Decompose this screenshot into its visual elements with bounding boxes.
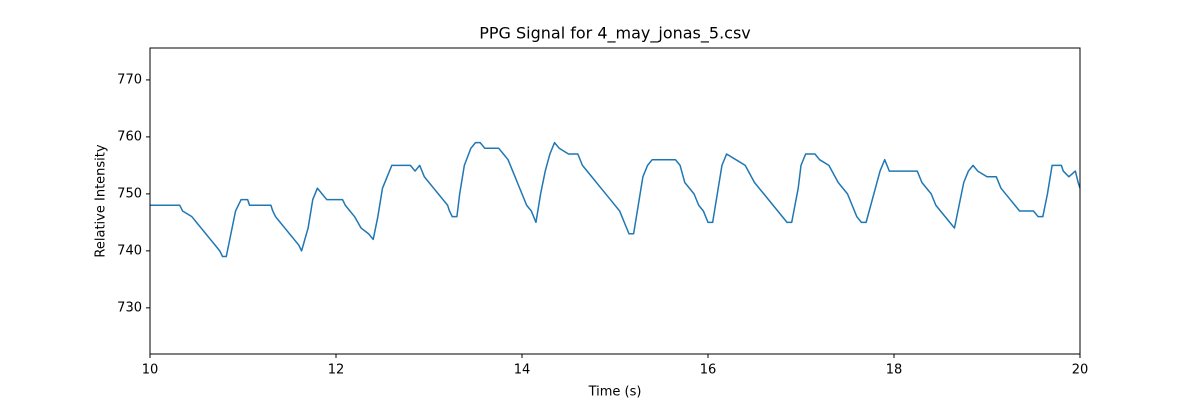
y-tick-label: 740 <box>117 243 142 258</box>
data-line <box>150 141 1081 258</box>
y-tick-label: 750 <box>117 186 142 201</box>
y-tick-label: 730 <box>117 300 142 315</box>
x-tick-label: 12 <box>328 363 345 378</box>
x-tick-label: 16 <box>700 363 717 378</box>
y-tick-label: 770 <box>117 72 142 87</box>
x-tick-label: 18 <box>886 363 903 378</box>
x-tick-label: 10 <box>142 363 159 378</box>
y-tick-label: 760 <box>117 129 142 144</box>
y-axis-label: Relative Intensity <box>94 144 109 257</box>
x-axis-label: Time (s) <box>588 385 642 400</box>
x-tick-label: 20 <box>1072 363 1089 378</box>
chart-title: PPG Signal for 4_may_jonas_5.csv <box>479 24 751 44</box>
plot-frame <box>149 47 1081 355</box>
x-tick-label: 14 <box>514 363 531 378</box>
